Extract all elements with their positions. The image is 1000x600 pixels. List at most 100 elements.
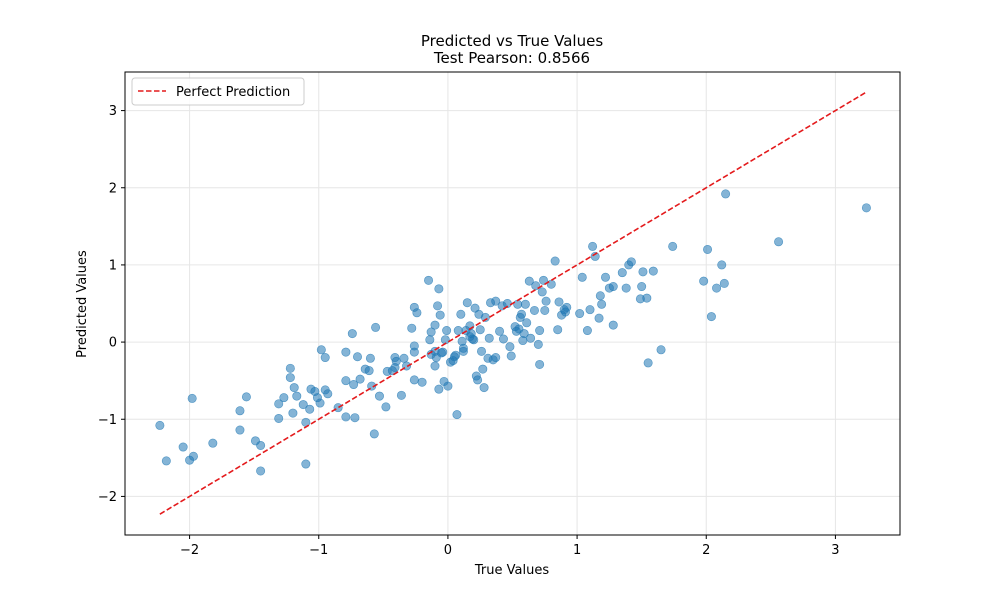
scatter-point xyxy=(505,342,515,352)
scatter-point xyxy=(495,326,505,336)
scatter-point xyxy=(617,268,627,278)
scatter-point xyxy=(519,329,529,339)
scatter-point xyxy=(582,326,592,336)
y-tick-label: 1 xyxy=(109,258,117,273)
scatter-point xyxy=(424,275,434,285)
scatter-point xyxy=(575,309,585,319)
scatter-point xyxy=(341,412,351,422)
scatter-point xyxy=(595,291,605,301)
scatter-point xyxy=(452,410,462,420)
x-axis-ticks: −2 −1 0 1 2 3 xyxy=(180,535,840,558)
x-tick-label: −2 xyxy=(180,543,199,558)
scatter-point xyxy=(480,312,490,322)
scatter-point xyxy=(656,345,666,355)
scatter-point xyxy=(699,276,709,286)
scatter-point xyxy=(562,302,572,312)
x-tick-label: 1 xyxy=(573,543,581,558)
scatter-point xyxy=(288,408,298,418)
scatter-point xyxy=(585,305,595,315)
scatter-point xyxy=(520,299,530,309)
scatter-point xyxy=(721,189,731,199)
scatter-point xyxy=(374,391,384,401)
legend-box xyxy=(131,77,305,106)
scatter-point xyxy=(289,383,299,393)
scatter-point xyxy=(298,400,308,410)
scatter-point xyxy=(442,326,452,336)
scatter-point xyxy=(396,390,406,400)
scatter-point xyxy=(349,380,359,390)
scatter-point xyxy=(458,343,468,353)
perfect-prediction-line xyxy=(159,91,867,515)
scatter-point xyxy=(443,381,453,391)
scatter-point xyxy=(285,373,295,383)
chart-subtitle: Test Pearson: 0.8566 xyxy=(433,49,590,67)
scatter-point xyxy=(341,376,351,386)
scatter-point xyxy=(235,406,245,416)
scatter-point xyxy=(155,420,165,430)
scatter-point xyxy=(292,391,302,401)
scatter-point xyxy=(333,403,343,413)
scatter-point xyxy=(475,325,485,335)
scatter-point xyxy=(626,257,636,267)
legend-label: Perfect Prediction xyxy=(176,85,290,100)
scatter-point xyxy=(642,293,652,303)
scatter-point xyxy=(473,375,483,385)
scatter-point xyxy=(323,389,333,399)
y-tick-label: −1 xyxy=(98,413,117,428)
scatter-point xyxy=(554,297,564,307)
scatter-point xyxy=(241,392,251,402)
x-tick-label: 2 xyxy=(702,543,710,558)
scatter-point xyxy=(533,339,543,349)
scatter-point xyxy=(719,278,729,288)
scatter-point xyxy=(608,320,618,330)
y-axis-label: Predicted Values xyxy=(75,250,90,358)
y-axis-ticks: −2 −1 0 1 2 3 xyxy=(98,104,125,505)
scatter-point xyxy=(541,296,551,306)
scatter-point xyxy=(187,393,197,403)
scatter-point xyxy=(350,413,360,423)
grid xyxy=(125,72,900,535)
scatter-point xyxy=(425,335,435,345)
scatter-point xyxy=(717,260,727,270)
scatter-point xyxy=(256,440,266,450)
scatter-point xyxy=(347,329,357,339)
scatter-point xyxy=(435,310,445,320)
scatter-point xyxy=(301,459,311,469)
scatter-point xyxy=(526,333,536,343)
x-axis-label: True Values xyxy=(474,563,549,578)
scatter-point xyxy=(161,456,171,466)
scatter-point xyxy=(235,425,245,435)
scatter-point xyxy=(484,333,494,343)
scatter-point xyxy=(417,377,427,387)
scatter-point xyxy=(498,334,508,344)
reference-line xyxy=(159,91,867,515)
scatter-point xyxy=(608,282,618,292)
scatter-point xyxy=(462,298,472,308)
scatter-point xyxy=(409,347,419,357)
scatter-point xyxy=(341,347,351,357)
scatter-point xyxy=(279,393,289,403)
scatter-point xyxy=(365,353,375,363)
scatter-point xyxy=(371,322,381,332)
scatter-point xyxy=(577,272,587,282)
scatter-point xyxy=(355,374,365,384)
scatter-point xyxy=(535,326,545,336)
scatter-point xyxy=(409,375,419,385)
scatter-point xyxy=(352,352,362,362)
scatter-point xyxy=(553,325,563,335)
scatter-point xyxy=(391,356,401,366)
scatter-point xyxy=(430,361,440,371)
scatter-point xyxy=(712,283,722,293)
x-tick-label: 0 xyxy=(444,543,452,558)
scatter-point xyxy=(453,326,463,336)
scatter-point xyxy=(434,384,444,394)
scatter-point xyxy=(506,351,516,361)
scatter-point xyxy=(537,287,547,297)
scatter-point xyxy=(364,366,374,376)
scatter-point xyxy=(469,335,479,345)
scatter-point xyxy=(274,399,284,409)
scatter-point xyxy=(256,466,266,476)
scatter-point xyxy=(476,346,486,356)
scatter-point xyxy=(637,282,647,292)
